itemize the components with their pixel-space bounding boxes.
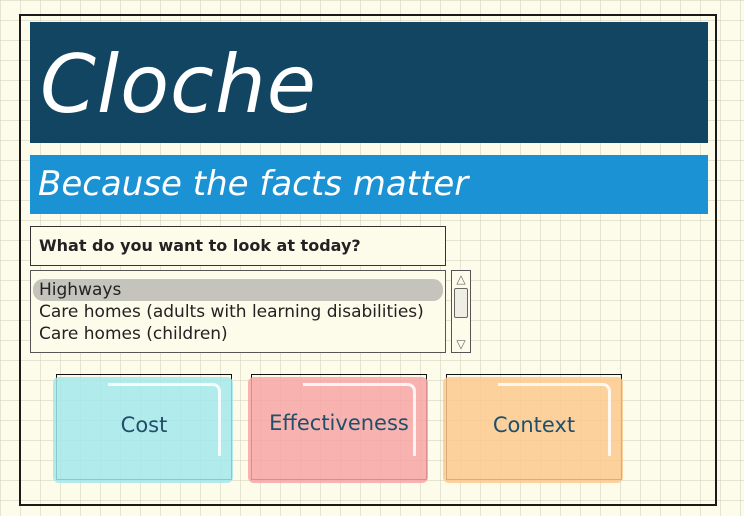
- list-item-care-homes-children[interactable]: Care homes (children): [39, 324, 228, 344]
- subtitle-banner: Because the facts matter: [30, 155, 708, 214]
- cost-button-fill: [53, 377, 233, 483]
- page-frame: [19, 14, 717, 506]
- effectiveness-button[interactable]: Effectiveness: [248, 374, 428, 483]
- context-button[interactable]: Context: [443, 374, 623, 483]
- question-box: What do you want to look at today?: [30, 226, 446, 266]
- context-button-highlight: [498, 383, 611, 456]
- list-item-highways[interactable]: Highways: [33, 279, 443, 301]
- scroll-down-icon[interactable]: ▽: [456, 337, 466, 351]
- app-subtitle: Because the facts matter: [38, 164, 469, 204]
- list-item-care-homes-adults[interactable]: Care homes (adults with learning disabil…: [39, 302, 424, 322]
- context-button-fill: [443, 377, 623, 483]
- app-title: Cloche: [40, 38, 317, 131]
- cost-button-highlight: [108, 383, 221, 456]
- effectiveness-button-fill: [248, 377, 428, 483]
- effectiveness-button-label: Effectiveness: [269, 411, 409, 435]
- cost-button[interactable]: Cost: [53, 374, 233, 483]
- effectiveness-button-highlight: [303, 383, 416, 456]
- context-button-label: Context: [492, 413, 576, 437]
- scroll-up-icon[interactable]: △: [456, 272, 466, 286]
- topic-listbox[interactable]: Highways Care homes (adults with learnin…: [30, 270, 446, 353]
- listbox-scrollbar[interactable]: △ ▽: [451, 270, 471, 353]
- question-label: What do you want to look at today?: [39, 236, 361, 255]
- cost-button-label: Cost: [120, 413, 168, 437]
- scroll-thumb[interactable]: [454, 288, 468, 318]
- title-banner: Cloche: [30, 22, 708, 143]
